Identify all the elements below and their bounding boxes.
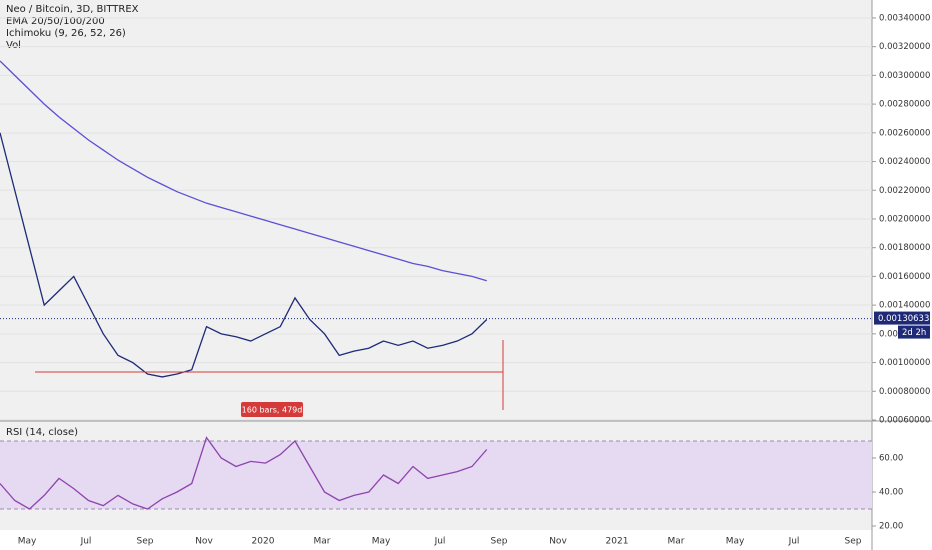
y-tick-label: 0.00240000	[879, 157, 930, 167]
price-axis-bg	[872, 0, 932, 550]
y-tick-label: 0.00260000	[879, 128, 930, 138]
x-tick-label: Sep	[845, 537, 862, 547]
measure-tag	[241, 402, 303, 417]
indicator-label: Vol	[6, 40, 21, 51]
y-tick-label: 0.00060000	[879, 416, 930, 426]
y-tick-label: 40.00	[879, 488, 903, 498]
indicator-label: Ichimoku (9, 26, 52, 26)	[6, 28, 126, 39]
symbol-title: Neo / Bitcoin, 3D, BITTREX	[6, 4, 139, 15]
y-tick-label: 60.00	[879, 454, 903, 464]
y-tick-label: 0.00140000	[879, 301, 930, 311]
x-tick-label: Mar	[314, 537, 331, 547]
series-line	[0, 132, 488, 378]
series-line	[0, 436, 488, 510]
y-tick-label: 0.00220000	[879, 186, 930, 196]
x-tick-label: May	[726, 537, 745, 547]
x-tick-label: Mar	[668, 537, 685, 547]
y-tick-label: 0.00180000	[879, 243, 930, 253]
time-axis-bg	[0, 530, 932, 550]
y-tick-label: 0.00160000	[879, 272, 930, 282]
y-tick-label: 0.00100000	[879, 358, 930, 368]
last-price-tag	[874, 311, 930, 325]
y-tick-label: 0.00080000	[879, 387, 930, 397]
x-tick-label: Nov	[195, 537, 213, 547]
x-tick-label: Sep	[137, 537, 154, 547]
x-tick-label: Jul	[434, 537, 446, 547]
y-tick-label: 0.00340000	[879, 13, 930, 23]
rsi-band	[0, 441, 872, 509]
x-tick-label: 2021	[606, 537, 629, 547]
indicator-label: EMA 20/50/100/200	[6, 16, 105, 27]
x-tick-label: Sep	[491, 537, 508, 547]
rsi-title: RSI (14, close)	[6, 427, 78, 438]
countdown-tag	[898, 325, 930, 339]
y-tick-label: 20.00	[879, 522, 903, 532]
x-tick-label: 2020	[252, 537, 275, 547]
x-tick-label: Jul	[80, 537, 92, 547]
y-tick-label: 0.00320000	[879, 42, 930, 52]
x-tick-label: May	[372, 537, 391, 547]
series-line	[0, 60, 487, 282]
y-tick-label: 0.00280000	[879, 100, 930, 110]
measure-label: 160 bars, 479d	[242, 406, 303, 415]
countdown-label: 2d 2h	[902, 328, 926, 338]
x-tick-label: Jul	[788, 537, 800, 547]
x-tick-label: May	[18, 537, 37, 547]
x-tick-label: Nov	[549, 537, 567, 547]
y-tick-label: 0.00200000	[879, 214, 930, 224]
last-price-label: 0.00130633	[878, 314, 929, 324]
y-tick-label: 0.00300000	[879, 71, 930, 81]
